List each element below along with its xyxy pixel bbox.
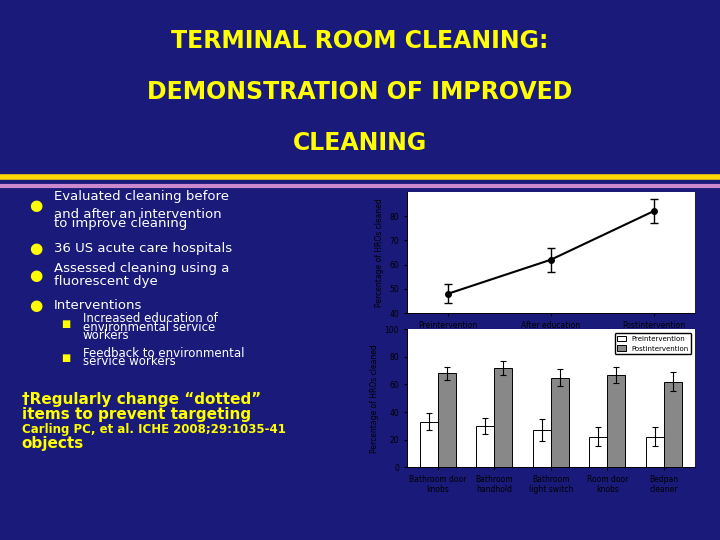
Text: environmental service: environmental service (83, 321, 215, 334)
Bar (495, 368, 513, 467)
Bar (420, 422, 438, 467)
Text: workers: workers (83, 329, 130, 342)
Legend: Preintervention, Postintervention: Preintervention, Postintervention (615, 333, 691, 354)
Bar (551, 377, 569, 467)
Text: and after an intervention: and after an intervention (54, 208, 222, 221)
Bar (607, 375, 626, 467)
Text: ●: ● (29, 298, 42, 313)
Text: Interventions: Interventions (54, 299, 143, 312)
Text: Evaluated cleaning before: Evaluated cleaning before (54, 190, 229, 202)
Text: items to prevent targeting: items to prevent targeting (22, 407, 251, 422)
Bar (533, 430, 551, 467)
FancyBboxPatch shape (0, 0, 720, 176)
Bar (664, 382, 682, 467)
Text: ●: ● (29, 198, 42, 213)
Y-axis label: Percentage of HROs cleaned: Percentage of HROs cleaned (370, 344, 379, 453)
Y-axis label: Percentage of HROs cleaned: Percentage of HROs cleaned (375, 198, 384, 307)
Text: fluorescent dye: fluorescent dye (54, 275, 158, 288)
Text: to improve cleaning: to improve cleaning (54, 217, 187, 230)
Text: Feedback to environmental: Feedback to environmental (83, 347, 244, 360)
Text: ●: ● (29, 268, 42, 283)
Text: service workers: service workers (83, 355, 176, 368)
Bar (438, 374, 456, 467)
Bar (589, 437, 607, 467)
Bar (646, 437, 664, 467)
Text: DEMONSTRATION OF IMPROVED: DEMONSTRATION OF IMPROVED (148, 80, 572, 104)
Text: objects: objects (22, 436, 84, 451)
Text: 36 US acute care hospitals: 36 US acute care hospitals (54, 242, 232, 255)
Bar (476, 426, 495, 467)
Text: Increased education of: Increased education of (83, 312, 217, 325)
Text: ■: ■ (61, 353, 71, 363)
Text: †Regularly change “dotted”: †Regularly change “dotted” (22, 392, 261, 407)
Text: Assessed cleaning using a: Assessed cleaning using a (54, 262, 230, 275)
Text: Carling PC, et al. ICHE 2008;29:1035-41: Carling PC, et al. ICHE 2008;29:1035-41 (22, 423, 285, 436)
Text: TERMINAL ROOM CLEANING:: TERMINAL ROOM CLEANING: (171, 29, 549, 52)
Text: CLEANING: CLEANING (293, 131, 427, 155)
Text: ■: ■ (61, 319, 71, 329)
Text: ●: ● (29, 241, 42, 256)
